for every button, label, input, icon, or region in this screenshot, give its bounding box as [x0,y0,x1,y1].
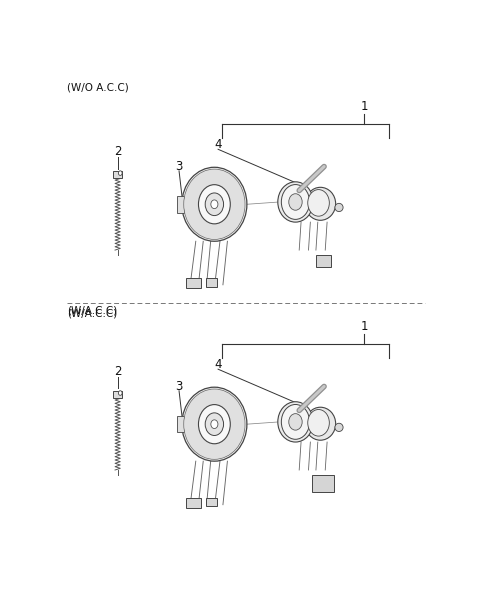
Ellipse shape [182,387,247,461]
Circle shape [289,414,302,430]
Text: (W/A.C.C): (W/A.C.C) [67,308,118,318]
FancyBboxPatch shape [312,475,334,492]
Ellipse shape [182,167,247,241]
FancyBboxPatch shape [113,391,122,398]
Circle shape [205,193,224,215]
Ellipse shape [278,182,313,222]
Circle shape [281,405,310,439]
FancyBboxPatch shape [206,498,217,506]
Text: 3: 3 [175,380,183,393]
Circle shape [198,405,230,444]
Circle shape [281,184,310,220]
Text: 1: 1 [360,320,368,333]
Circle shape [211,420,218,428]
Circle shape [308,409,329,436]
FancyBboxPatch shape [113,171,122,178]
Text: (W/O A.C.C): (W/O A.C.C) [67,83,129,93]
Text: 4: 4 [215,138,222,151]
Circle shape [211,200,218,209]
Ellipse shape [184,169,245,239]
FancyBboxPatch shape [186,498,201,508]
Text: 4: 4 [215,358,222,371]
Ellipse shape [335,423,343,431]
Text: 2: 2 [114,365,121,378]
Ellipse shape [278,402,313,442]
FancyBboxPatch shape [186,278,201,289]
FancyBboxPatch shape [178,196,184,212]
Circle shape [205,413,224,436]
FancyBboxPatch shape [178,416,184,433]
FancyBboxPatch shape [316,255,331,267]
Circle shape [119,171,122,176]
Circle shape [308,190,329,216]
Text: 2: 2 [114,145,121,158]
Circle shape [119,391,122,395]
Ellipse shape [305,187,336,220]
Ellipse shape [335,203,343,212]
Circle shape [289,194,302,210]
Circle shape [198,184,230,224]
Text: 1: 1 [360,100,368,113]
Ellipse shape [305,407,336,440]
Ellipse shape [184,389,245,459]
Text: 3: 3 [175,159,183,173]
FancyBboxPatch shape [206,278,217,287]
Text: (W/A.C.C): (W/A.C.C) [67,305,118,315]
